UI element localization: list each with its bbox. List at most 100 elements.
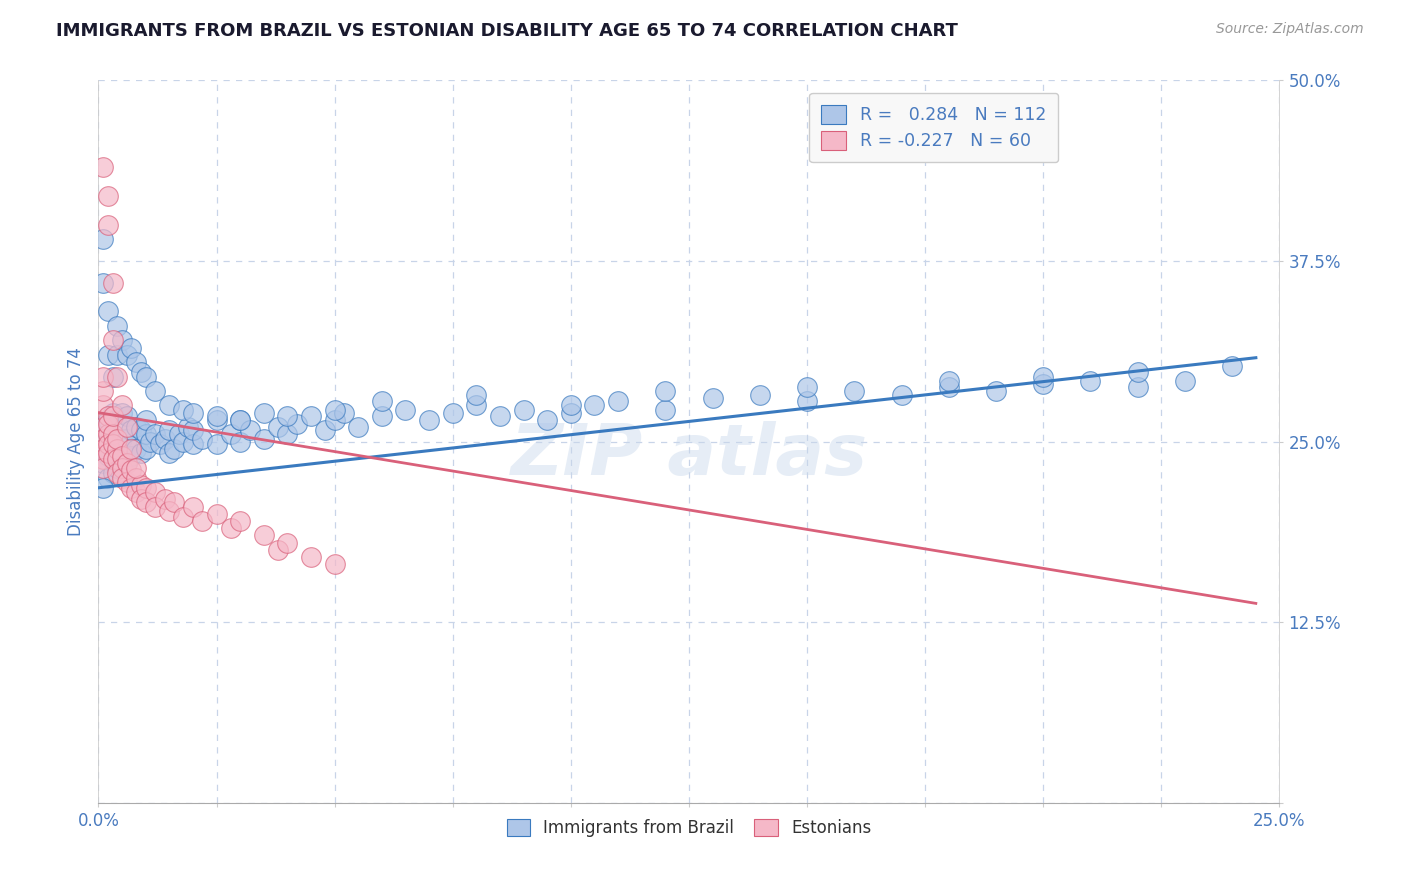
Point	[91, 384, 114, 398]
Point	[105, 318, 128, 333]
Point	[796, 394, 818, 409]
Point	[97, 449, 120, 463]
Point	[607, 394, 630, 409]
Point	[101, 442, 124, 456]
Point	[229, 514, 252, 528]
Point	[465, 388, 488, 402]
Point	[143, 427, 166, 442]
Legend: Immigrants from Brazil, Estonians: Immigrants from Brazil, Estonians	[498, 810, 880, 845]
Text: ZIP atlas: ZIP atlas	[510, 422, 868, 491]
Point	[299, 409, 322, 423]
Point	[143, 485, 166, 500]
Point	[163, 442, 186, 456]
Point	[796, 379, 818, 393]
Point	[229, 413, 252, 427]
Point	[181, 423, 204, 437]
Point	[167, 427, 190, 442]
Y-axis label: Disability Age 65 to 74: Disability Age 65 to 74	[66, 347, 84, 536]
Point	[105, 460, 128, 475]
Point	[105, 467, 128, 481]
Point	[101, 467, 124, 481]
Point	[111, 451, 134, 466]
Point	[418, 413, 440, 427]
Point	[121, 442, 143, 456]
Point	[111, 334, 134, 348]
Point	[115, 432, 138, 446]
Point	[654, 402, 676, 417]
Point	[97, 437, 120, 451]
Point	[135, 427, 157, 442]
Point	[121, 481, 143, 495]
Point	[115, 475, 138, 489]
Point	[105, 432, 128, 446]
Point	[163, 495, 186, 509]
Point	[938, 374, 960, 388]
Point	[512, 402, 534, 417]
Point	[91, 442, 114, 456]
Point	[205, 413, 228, 427]
Point	[441, 406, 464, 420]
Point	[583, 398, 606, 412]
Point	[129, 365, 152, 379]
Point	[371, 409, 394, 423]
Point	[101, 409, 124, 423]
Point	[489, 409, 512, 423]
Point	[129, 478, 152, 492]
Point	[111, 470, 134, 484]
Point	[153, 492, 176, 507]
Point	[125, 420, 148, 434]
Point	[890, 388, 912, 402]
Point	[91, 451, 114, 466]
Point	[135, 413, 157, 427]
Point	[299, 550, 322, 565]
Point	[91, 160, 114, 174]
Point	[181, 500, 204, 514]
Point	[181, 437, 204, 451]
Point	[121, 341, 143, 355]
Point	[97, 413, 120, 427]
Point	[101, 427, 124, 442]
Point	[191, 514, 214, 528]
Text: Source: ZipAtlas.com: Source: ZipAtlas.com	[1216, 22, 1364, 37]
Point	[101, 276, 124, 290]
Point	[101, 334, 124, 348]
Point	[205, 437, 228, 451]
Point	[157, 446, 180, 460]
Point	[654, 384, 676, 398]
Point	[748, 388, 770, 402]
Point	[97, 470, 120, 484]
Point	[135, 495, 157, 509]
Point	[1126, 379, 1149, 393]
Point	[181, 406, 204, 420]
Point	[105, 369, 128, 384]
Point	[465, 398, 488, 412]
Point	[91, 420, 114, 434]
Point	[560, 406, 582, 420]
Point	[143, 384, 166, 398]
Point	[1220, 359, 1243, 374]
Point	[91, 369, 114, 384]
Point	[135, 369, 157, 384]
Point	[560, 398, 582, 412]
Point	[125, 485, 148, 500]
Point	[129, 423, 152, 437]
Point	[105, 348, 128, 362]
Point	[177, 420, 200, 434]
Point	[323, 413, 346, 427]
Point	[105, 451, 128, 466]
Point	[91, 232, 114, 246]
Point	[97, 218, 120, 232]
Point	[135, 442, 157, 456]
Point	[101, 369, 124, 384]
Point	[97, 427, 120, 442]
Point	[172, 402, 194, 417]
Point	[1126, 365, 1149, 379]
Point	[101, 451, 124, 466]
Point	[125, 460, 148, 475]
Point	[105, 437, 128, 451]
Point	[219, 427, 242, 442]
Point	[172, 509, 194, 524]
Point	[276, 409, 298, 423]
Point	[91, 442, 114, 456]
Point	[536, 413, 558, 427]
